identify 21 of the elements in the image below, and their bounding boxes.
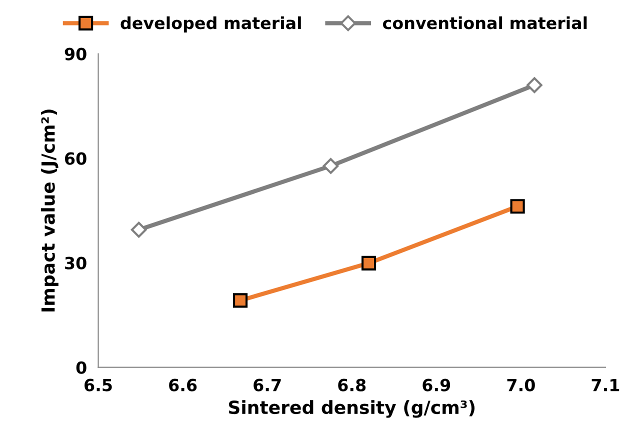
y-tick-label: 0 [76,361,86,374]
x-tick-label: 7.1 [592,378,620,392]
legend-label: conventional material [383,16,587,30]
point [510,199,525,214]
x-tick-label: 6.8 [338,378,366,392]
legend-label: developed material [120,16,301,32]
x-tick-label: 6.9 [422,378,450,392]
x-tick-label: 6.6 [169,378,197,392]
y-axis-title: Impact value (J/cm²) [40,110,58,312]
x-tick-label: 7.0 [507,378,535,392]
x-axis-title: Sintered density (g/cm³) [228,400,475,418]
x-tick-label: 6.7 [254,378,281,392]
point [130,222,147,238]
point [322,158,339,174]
point [361,256,376,270]
y-tick-label: 90 [64,48,86,60]
point [232,293,248,308]
x-tick-label: 6.5 [84,378,112,392]
point [526,77,542,94]
y-tick-label: 60 [65,152,86,165]
y-tick-label: 30 [65,256,86,270]
